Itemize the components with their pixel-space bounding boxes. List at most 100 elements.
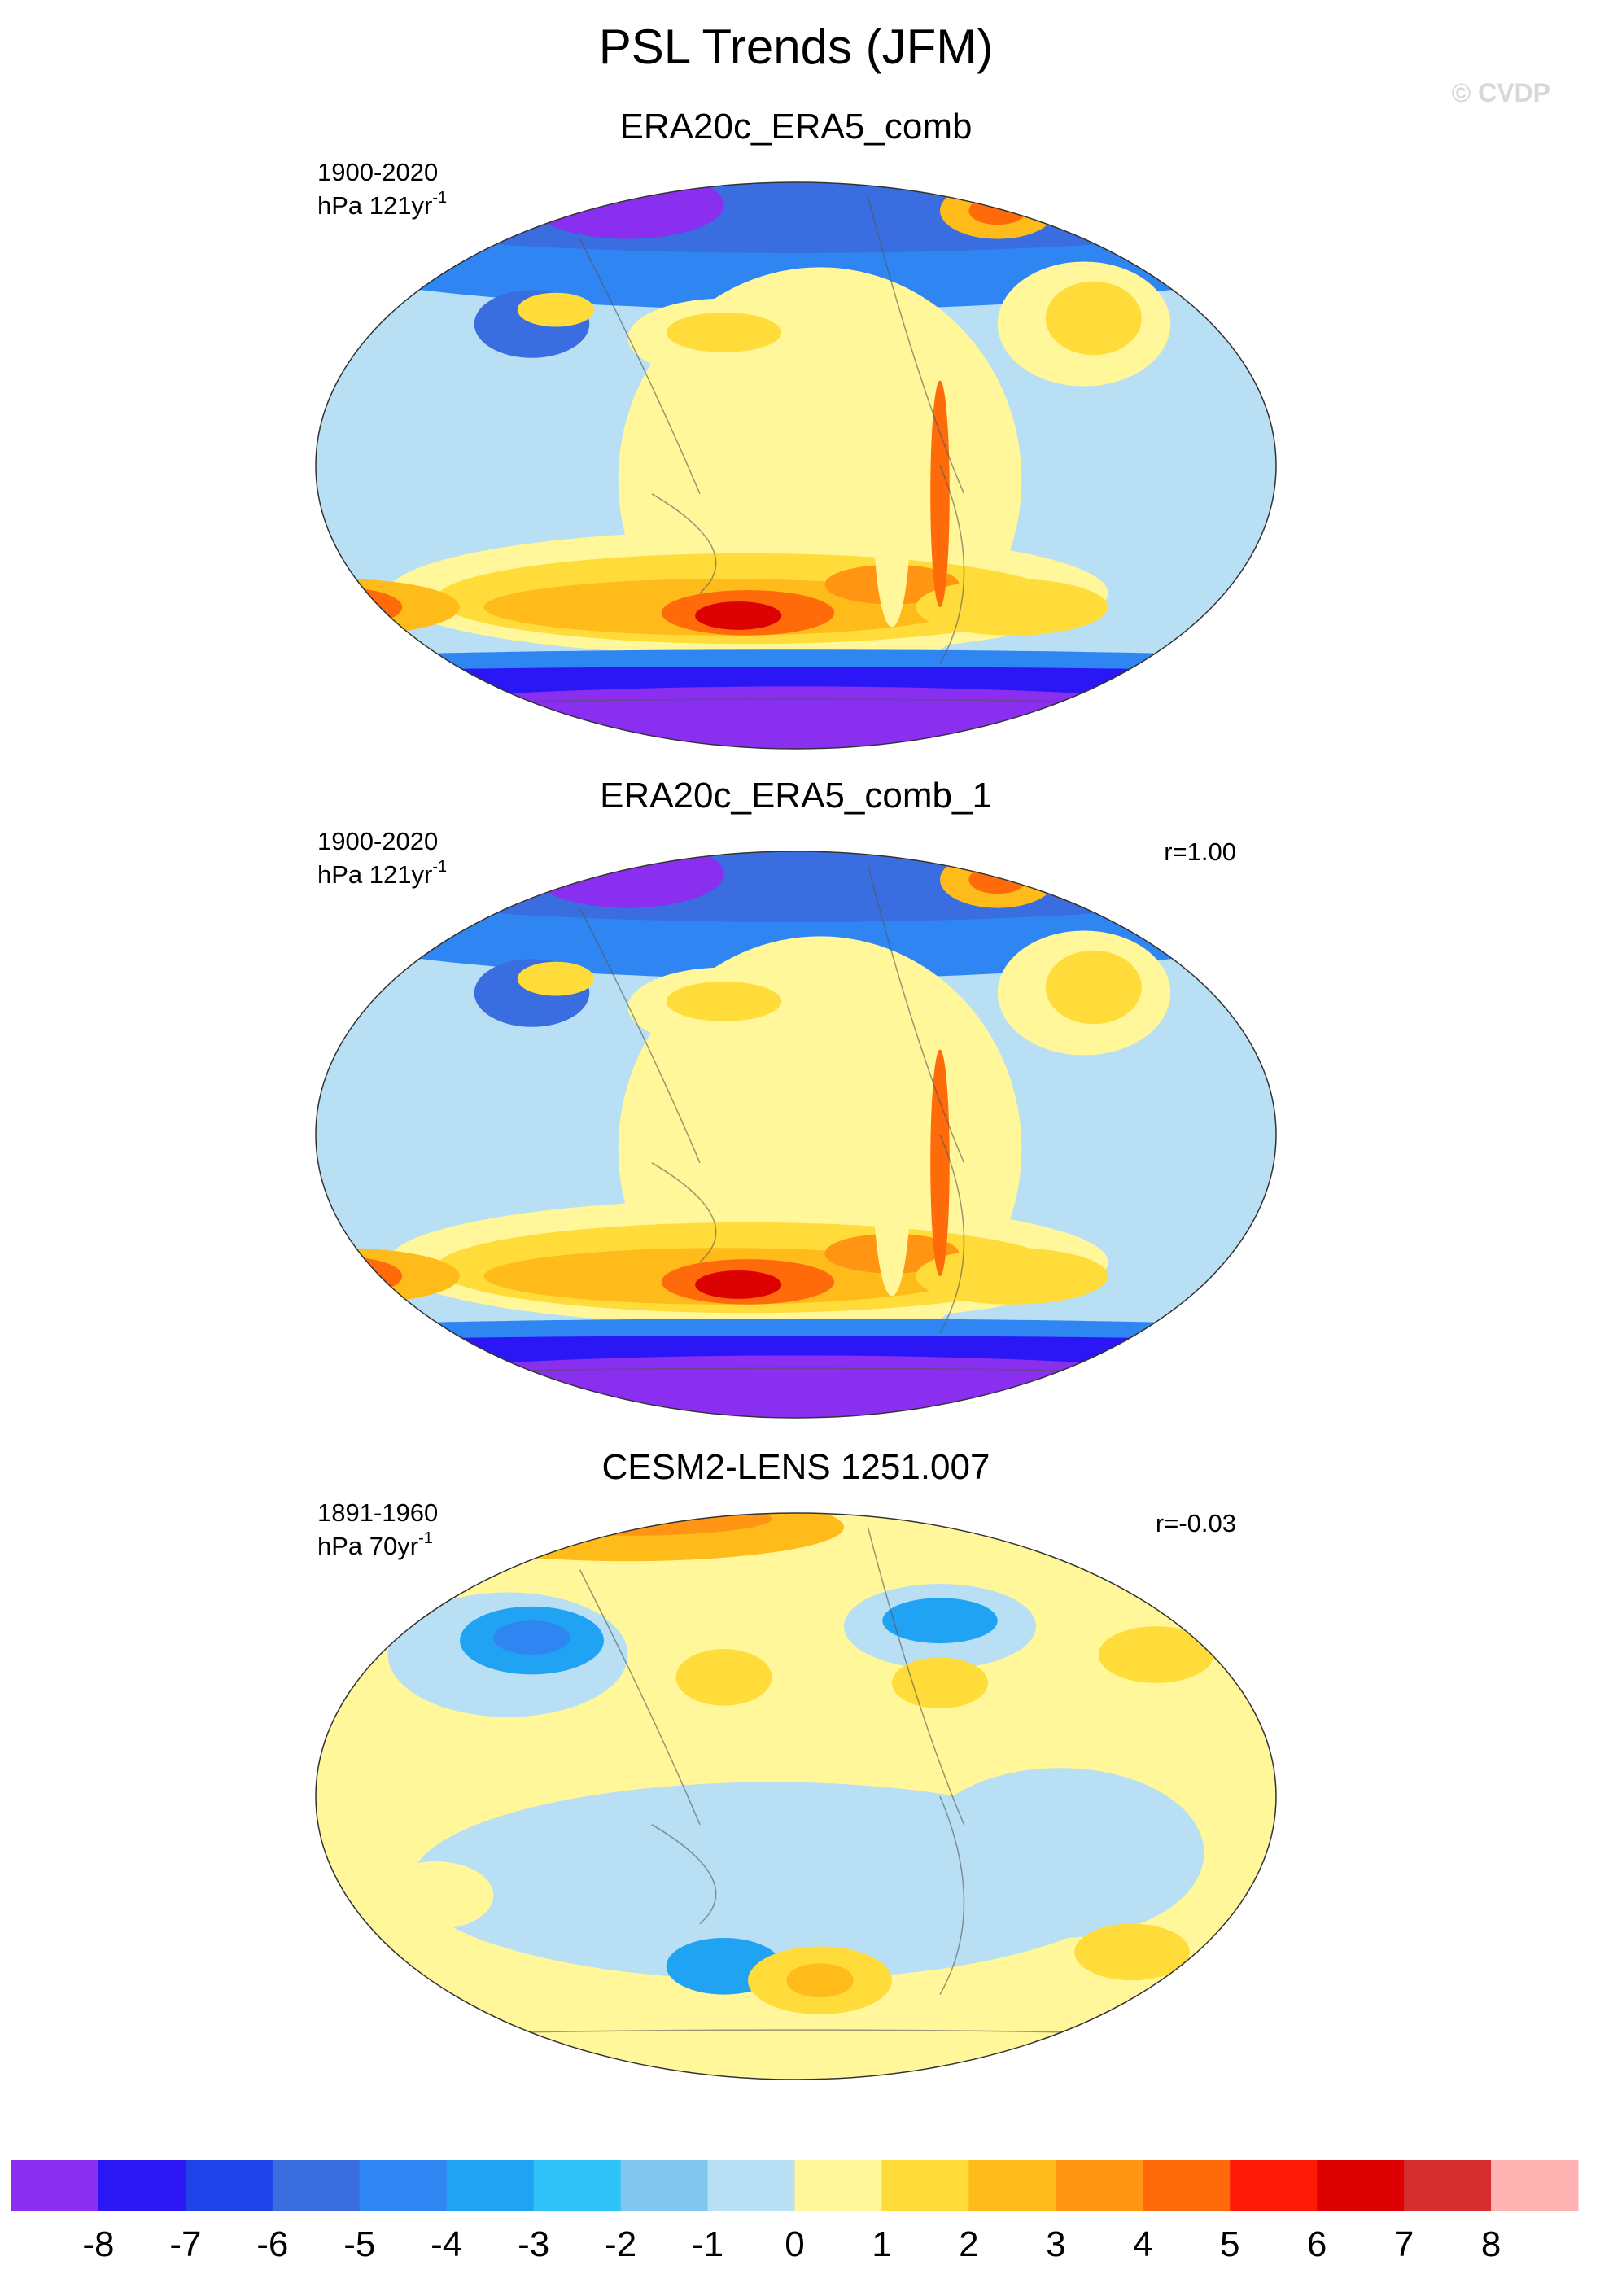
field-contour [882, 1598, 998, 1644]
field-contour [1098, 1626, 1214, 1683]
units-label: hPa 121yr-1 [317, 858, 447, 889]
field-contour [493, 1620, 570, 1655]
colorbar-box [446, 2160, 535, 2211]
coastline [939, 1795, 965, 1995]
colorbar-box [1317, 2160, 1405, 2211]
field-contour [316, 1256, 403, 1297]
field-contour [1074, 1923, 1190, 1981]
coastline [939, 1134, 965, 1333]
field-contour [786, 1963, 854, 1998]
field-contour [1045, 950, 1142, 1025]
map-border [315, 1512, 1277, 2080]
correlation-label: r=1.00 [1164, 837, 1236, 866]
colorbar-tick-label: -7 [169, 2224, 201, 2264]
field-contour [378, 1861, 494, 1930]
colorbar-tick-label: 7 [1394, 2224, 1414, 2264]
colorbar-tick-label: -1 [692, 2224, 723, 2264]
coastline [651, 1824, 717, 1925]
coastline [651, 493, 717, 594]
field-contour [872, 1041, 911, 1297]
field-contour [930, 380, 950, 607]
colorbar-box [707, 2160, 795, 2211]
coastline [579, 1569, 701, 1826]
field-contour [316, 579, 460, 636]
coastline [939, 465, 965, 664]
units-text: hPa 121yr [317, 860, 432, 889]
field-contour [930, 1049, 950, 1277]
panel-title: ERA20c_ERA5_comb_1 [600, 776, 992, 816]
colorbar-box [1491, 2160, 1579, 2211]
units-text: hPa 70yr [317, 1532, 418, 1560]
colorbar-box [185, 2160, 273, 2211]
field-contour [316, 1248, 460, 1305]
units-text: hPa 121yr [317, 191, 432, 220]
field-contour [666, 313, 782, 352]
watermark: © CVDP [1452, 78, 1550, 107]
field-contour [916, 1248, 1108, 1305]
field-contour [666, 982, 782, 1021]
coastline [579, 238, 701, 495]
colorbar-tick-label: 4 [1133, 2224, 1152, 2264]
period-label: 1891-1960 [317, 1498, 438, 1527]
colorbar-box [272, 2160, 361, 2211]
units-exponent: -1 [432, 189, 447, 207]
colorbar-tick-label: 5 [1220, 2224, 1239, 2264]
period-label: 1900-2020 [317, 827, 438, 855]
colorbar-tick-label: -5 [343, 2224, 375, 2264]
colorbar-tick-label: -8 [82, 2224, 114, 2264]
units-exponent: -1 [432, 858, 447, 876]
colorbar-tick-label: 0 [785, 2224, 804, 2264]
map-panel: ERA20c_ERA5_comb_1 1900-2020 hPa 121yr-1 r=… [315, 776, 1277, 1419]
map-border [315, 181, 1277, 750]
colorbar-box [359, 2160, 448, 2211]
period-label: 1900-2020 [317, 158, 438, 186]
field-contour [872, 372, 911, 628]
field-contour [412, 1513, 844, 1562]
coastline [651, 1162, 717, 1263]
colorbar-box [98, 2160, 186, 2211]
units-exponent: -1 [418, 1529, 433, 1547]
field-contour [675, 1649, 772, 1706]
figure-title: PSL Trends (JFM) [599, 20, 994, 74]
colorbar-box [1056, 2160, 1143, 2211]
field-contour [1045, 281, 1142, 356]
coastline [579, 907, 701, 1164]
field-contour [968, 865, 1027, 894]
map-panel: ERA20c_ERA5_comb 1900-2020 hPa 121yr-1 [315, 107, 1277, 750]
panel-title: ERA20c_ERA5_comb [620, 107, 973, 147]
colorbar-tick-label: 2 [959, 2224, 978, 2264]
panel-title: CESM2-LENS 1251.007 [602, 1447, 990, 1487]
coastline [867, 1527, 965, 1826]
colorbar-tick-label: -6 [256, 2224, 288, 2264]
colorbar-tick-label: -2 [605, 2224, 636, 2264]
colorbar-box [620, 2160, 709, 2211]
field-contour [695, 1270, 782, 1299]
field-contour [892, 1657, 988, 1709]
map-border [315, 851, 1277, 1419]
colorbar-box [11, 2160, 99, 2211]
field-contour [531, 182, 724, 239]
field-contour [316, 587, 403, 628]
colorbar-box [1143, 2160, 1231, 2211]
field-contour [916, 1768, 1204, 1939]
units-label: hPa 121yr-1 [317, 189, 447, 220]
coastline [867, 196, 965, 495]
colorbar-box [881, 2160, 969, 2211]
colorbar-box [794, 2160, 882, 2211]
field-contour [517, 292, 595, 327]
colorbar-tick-label: -4 [431, 2224, 462, 2264]
colorbar: -8 -7 -6 -5 -4 -3 -2 -1 0 1 2 3 4 5 6 7 8 [11, 2160, 1579, 2264]
colorbar-box [1230, 2160, 1318, 2211]
field-contour [968, 196, 1027, 225]
field-contour [517, 961, 595, 996]
colorbar-box [533, 2160, 622, 2211]
colorbar-tick-label: 8 [1481, 2224, 1501, 2264]
colorbar-tick-label: -3 [518, 2224, 549, 2264]
field-contour [531, 851, 724, 908]
colorbar-tick-label: 6 [1307, 2224, 1327, 2264]
coastline [867, 865, 965, 1164]
map-field [316, 1513, 1276, 2080]
colorbar-tick-label: 3 [1046, 2224, 1065, 2264]
